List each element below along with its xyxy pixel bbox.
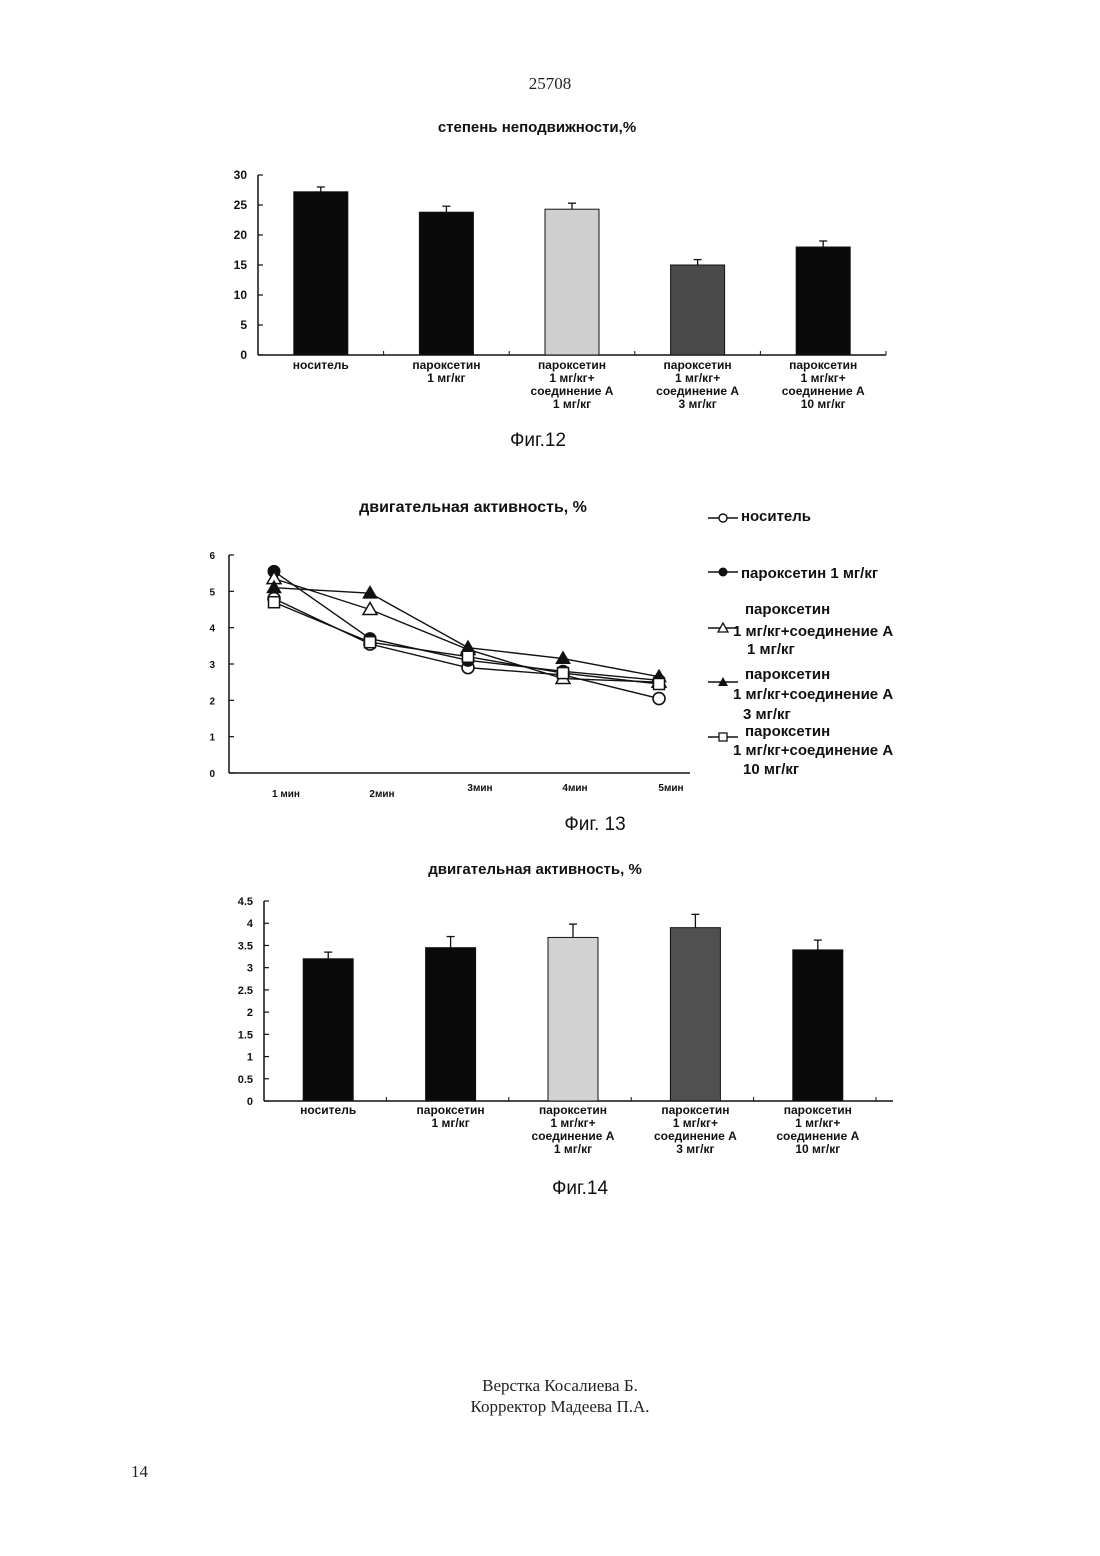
- category-label: пароксетин: [661, 1103, 729, 1117]
- page-number-bottom: 14: [131, 1462, 148, 1482]
- y-tick-label: 0: [247, 1096, 253, 1108]
- credits-proofreader: Корректор Мадеева П.А.: [0, 1396, 1100, 1417]
- y-tick-label: 3: [247, 963, 253, 975]
- y-tick-label: 2.5: [238, 985, 253, 997]
- category-label: пароксетин: [784, 1103, 852, 1117]
- credits: Верстка Косалиева Б. Корректор Мадеева П…: [0, 1375, 1100, 1417]
- category-label: 1 мг/кг+: [673, 1116, 718, 1130]
- category-label: 3 мг/кг: [676, 1142, 714, 1156]
- bar: [303, 959, 353, 1101]
- credits-layout: Верстка Косалиева Б.: [0, 1375, 1100, 1396]
- category-label: пароксетин: [539, 1103, 607, 1117]
- category-label: носитель: [300, 1103, 356, 1117]
- y-tick-label: 3.5: [238, 940, 253, 952]
- category-label: 1 мг/кг: [554, 1142, 592, 1156]
- category-label: 10 мг/кг: [795, 1142, 840, 1156]
- category-label: 1 мг/кг+: [795, 1116, 840, 1130]
- y-tick-label: 4.5: [238, 896, 253, 908]
- figure-label: Фиг.14: [552, 1178, 609, 1199]
- category-label: 1 мг/кг: [431, 1116, 469, 1130]
- category-label: пароксетин: [417, 1103, 485, 1117]
- bar: [793, 950, 843, 1101]
- y-tick-label: 2: [247, 1007, 253, 1019]
- category-label: 1 мг/кг+: [550, 1116, 595, 1130]
- y-tick-label: 4: [247, 918, 254, 930]
- y-tick-label: 1.5: [238, 1029, 253, 1041]
- figure-14-bar-chart: двигательная активность, % 0 0.5 1 1.5 2 2.5 3 3…: [0, 0, 1100, 1220]
- bar: [670, 928, 720, 1101]
- bar: [548, 937, 598, 1101]
- bar: [426, 948, 476, 1101]
- y-tick-label: 0.5: [238, 1074, 253, 1086]
- category-label: соединение А: [776, 1129, 859, 1143]
- chart-title: двигательная активность, %: [428, 861, 642, 878]
- category-label: соединение А: [654, 1129, 737, 1143]
- y-tick-label: 1: [247, 1052, 253, 1064]
- category-label: соединение А: [532, 1129, 615, 1143]
